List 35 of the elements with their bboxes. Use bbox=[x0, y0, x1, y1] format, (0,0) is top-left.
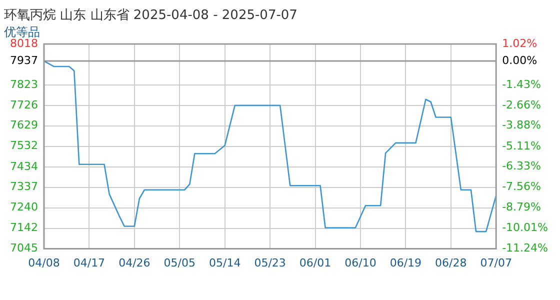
y-tick-label: 8018 bbox=[10, 36, 38, 50]
y2-tick-label: -7.56% bbox=[502, 180, 542, 194]
y-tick-label: 7142 bbox=[10, 221, 38, 234]
y-tick-label: 7337 bbox=[10, 180, 38, 194]
x-tick-label: 06/28 bbox=[435, 256, 467, 270]
x-tick-label: 07/07 bbox=[480, 256, 512, 270]
y-tick-label: 7240 bbox=[10, 200, 38, 214]
y2-tick-label: 0.00% bbox=[502, 54, 538, 67]
y2-tick-label: -1.43% bbox=[502, 78, 542, 91]
y2-tick-label: -2.66% bbox=[502, 98, 542, 112]
x-tick-label: 05/23 bbox=[254, 256, 286, 270]
y2-tick-label: -5.11% bbox=[502, 139, 542, 152]
y-tick-label: 7045 bbox=[10, 242, 38, 255]
y2-tick-label: -3.88% bbox=[502, 118, 542, 132]
y-tick-label: 7726 bbox=[10, 98, 38, 112]
x-tick-label: 06/19 bbox=[390, 256, 422, 270]
y2-tick-label: -8.79% bbox=[502, 200, 542, 214]
x-tick-label: 04/26 bbox=[118, 256, 150, 270]
y-tick-label: 7434 bbox=[10, 160, 38, 173]
y2-tick-label: -11.24% bbox=[502, 242, 548, 255]
y2-tick-label: -6.33% bbox=[502, 160, 542, 173]
y2-tick-label: 1.02% bbox=[502, 36, 538, 50]
y-tick-label: 7629 bbox=[10, 118, 38, 132]
chart-subtitle: 优等品 bbox=[4, 24, 40, 39]
x-tick-label: 04/17 bbox=[73, 256, 106, 270]
x-tick-label: 06/10 bbox=[344, 256, 376, 270]
y2-tick-label: -10.01% bbox=[502, 221, 548, 234]
x-tick-label: 05/05 bbox=[164, 256, 196, 270]
y-tick-label: 7532 bbox=[10, 139, 38, 152]
chart-title: 环氧丙烷 山东 山东省 2025-04-08 - 2025-07-07 bbox=[4, 8, 298, 24]
x-tick-label: 04/08 bbox=[28, 256, 60, 270]
y-tick-label: 7823 bbox=[10, 78, 38, 91]
x-tick-label: 05/14 bbox=[208, 256, 241, 270]
x-tick-label: 06/01 bbox=[299, 256, 332, 270]
y-tick-label: 7937 bbox=[10, 54, 38, 67]
